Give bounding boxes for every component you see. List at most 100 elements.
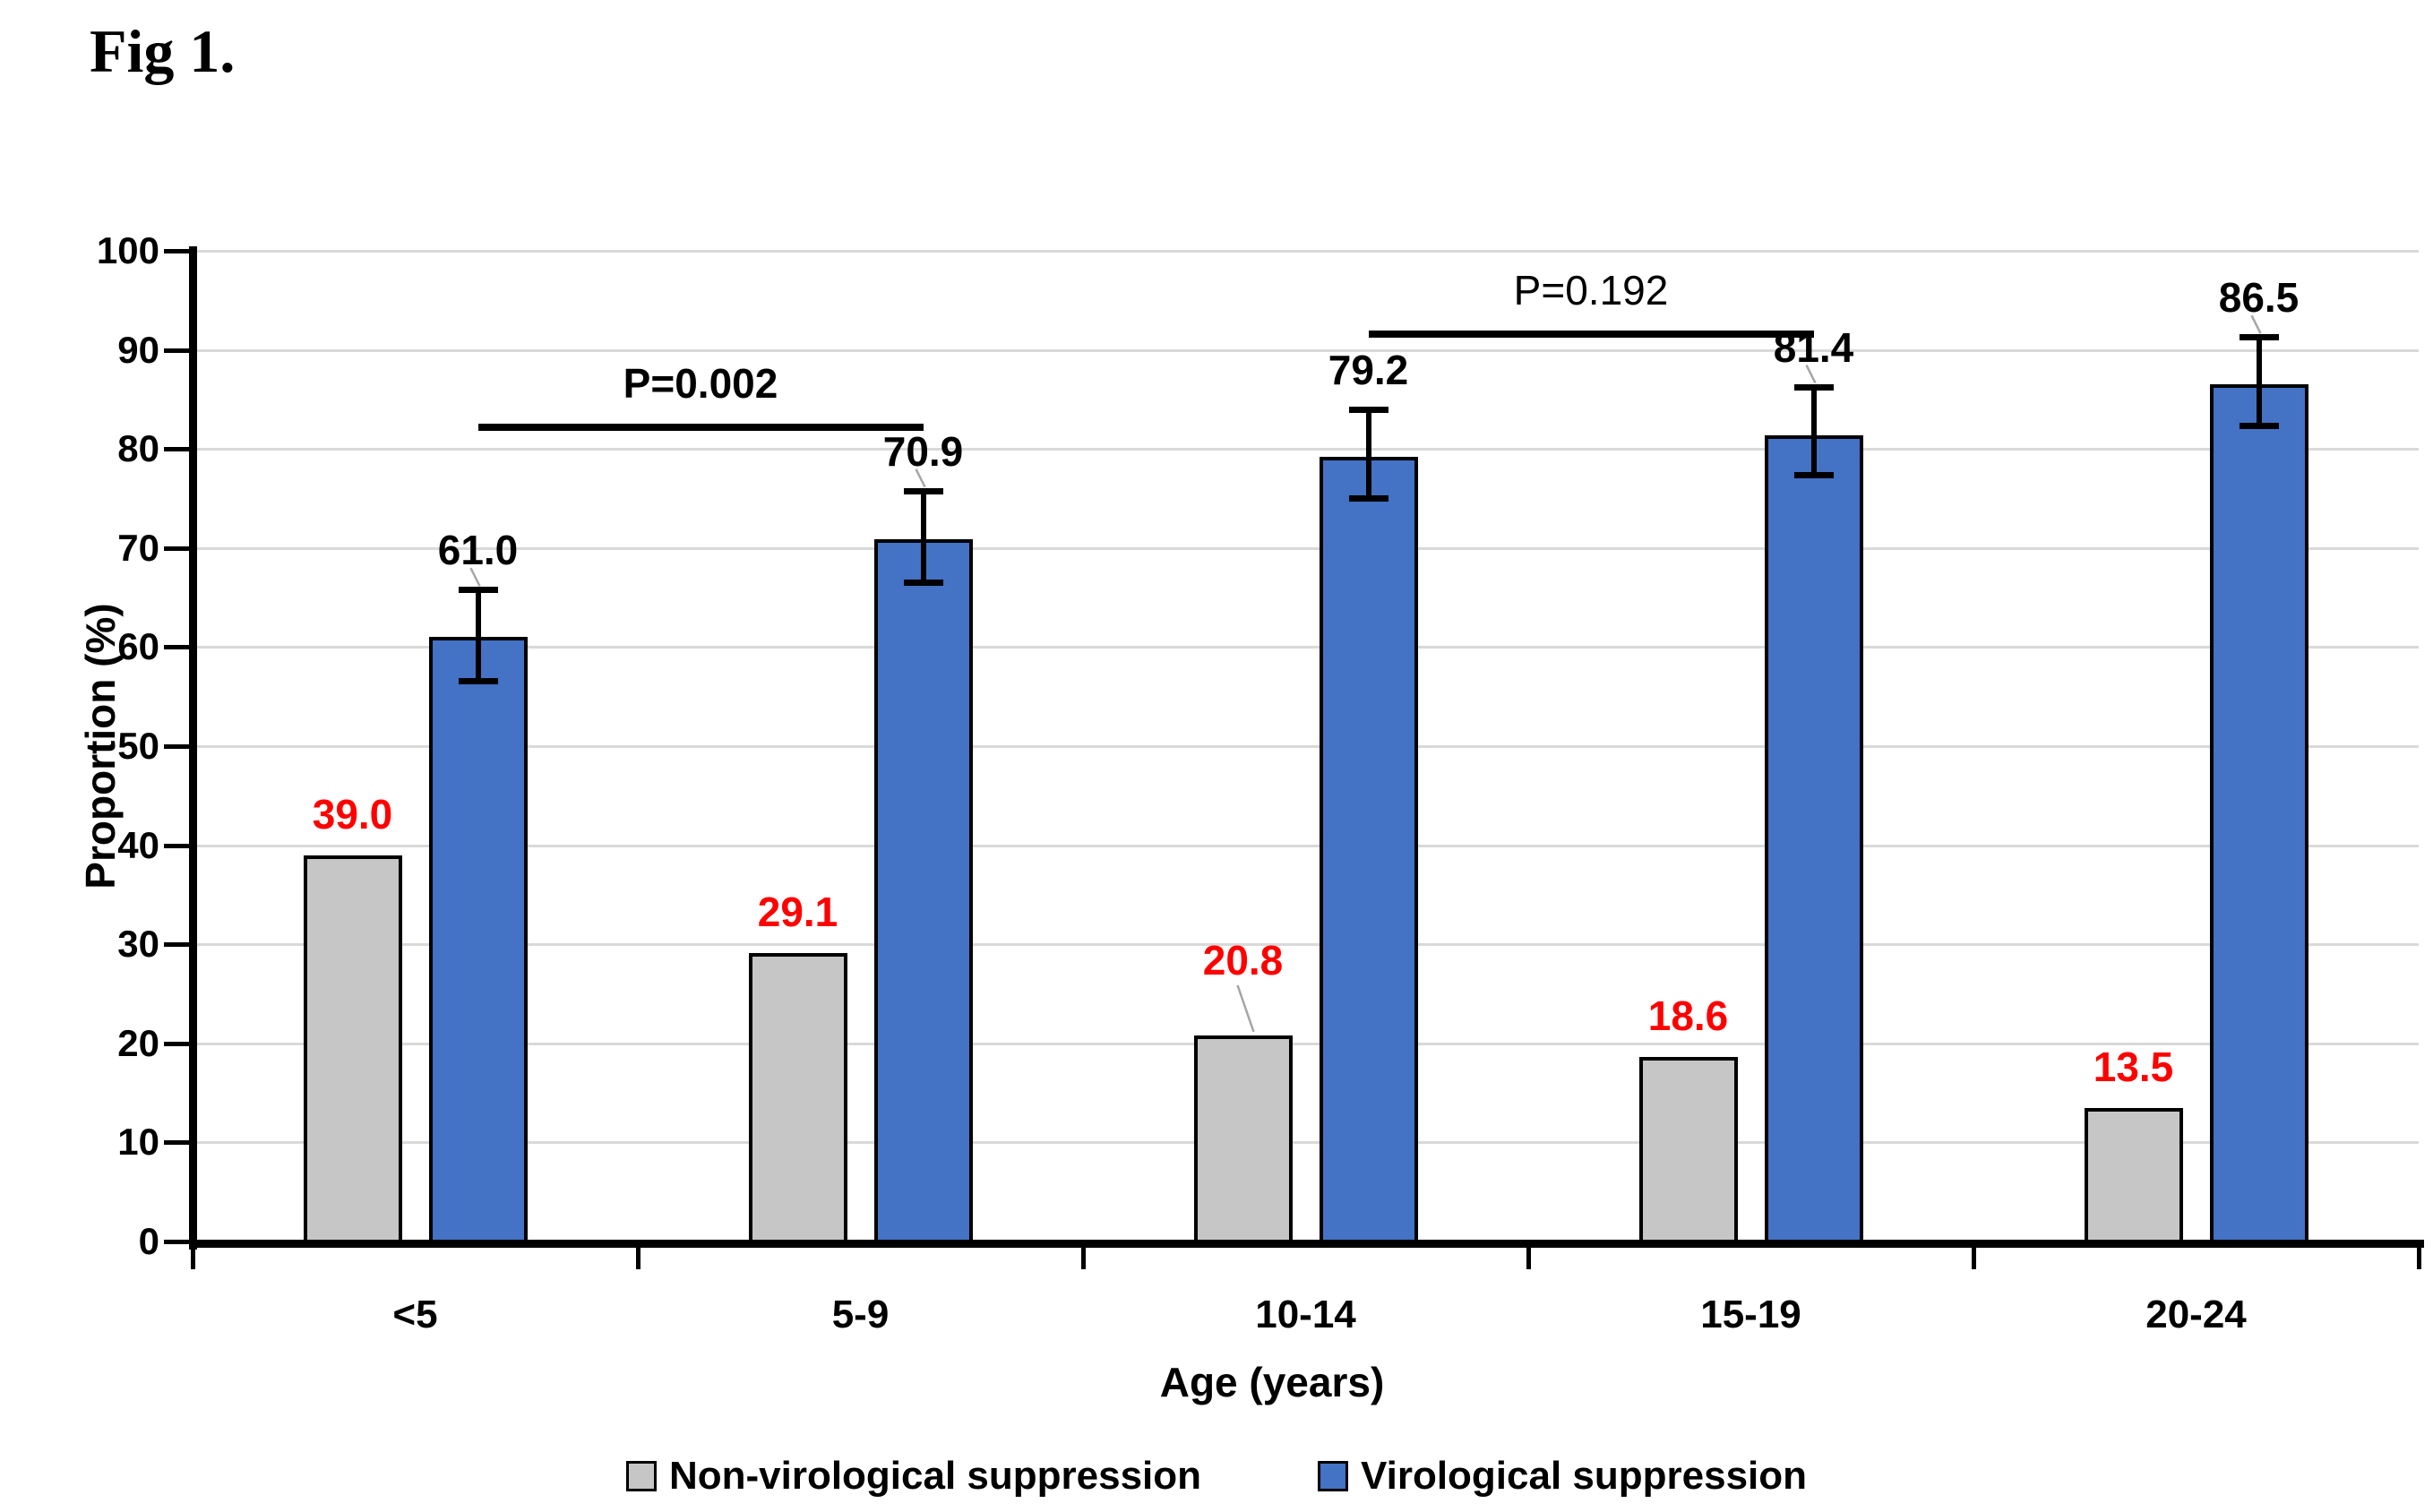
bar-blue-5-9 bbox=[873, 538, 973, 1245]
legend-item-non-virological-suppression: Non-virological suppression bbox=[625, 1453, 1202, 1499]
x-axis-title: Age (years) bbox=[1159, 1359, 1385, 1405]
x-axis-tick bbox=[191, 1246, 195, 1269]
error-bar-cap-top bbox=[1348, 406, 1388, 413]
x-axis-category-label: 5-9 bbox=[831, 1293, 890, 1336]
error-bar-cap-bottom bbox=[458, 678, 498, 685]
bar-blue-10-14 bbox=[1319, 457, 1418, 1245]
x-axis-tick bbox=[1526, 1246, 1531, 1269]
y-axis-tick-label: 100 bbox=[96, 229, 159, 271]
y-axis-tick bbox=[164, 1140, 189, 1146]
y-axis-tick bbox=[164, 249, 189, 253]
value-label: 86.5 bbox=[2218, 274, 2300, 322]
legend-swatch-gray-icon bbox=[625, 1461, 657, 1491]
y-axis-tick-label: 40 bbox=[117, 823, 159, 866]
y-axis-tick bbox=[164, 447, 189, 452]
value-label: 20.8 bbox=[1202, 936, 1284, 984]
error-bar-cap-top bbox=[2239, 334, 2279, 341]
value-label: 18.6 bbox=[1647, 992, 1729, 1040]
x-axis-tick bbox=[636, 1246, 640, 1269]
p-value-label: P=0.192 bbox=[1513, 267, 1669, 314]
error-bar-cap-bottom bbox=[1793, 472, 1834, 479]
x-axis-tick bbox=[1972, 1246, 1976, 1269]
x-axis-category-label: 10-14 bbox=[1255, 1293, 1356, 1336]
y-axis-tick bbox=[164, 744, 189, 749]
y-axis-tick bbox=[164, 942, 189, 948]
value-label: 70.9 bbox=[882, 427, 964, 475]
legend: Non-virological suppression Virological … bbox=[0, 1453, 2433, 1499]
legend-label-non-virological: Non-virological suppression bbox=[668, 1454, 1202, 1498]
error-bar-whisker bbox=[1810, 386, 1817, 477]
gridline bbox=[196, 745, 2419, 748]
legend-item-virological-suppression: Virological suppression bbox=[1318, 1453, 1807, 1499]
value-label: 39.0 bbox=[312, 790, 393, 838]
value-label: 79.2 bbox=[1328, 346, 1409, 393]
y-axis-title: Proportion (%) bbox=[77, 603, 124, 889]
error-bar-cap-top bbox=[903, 487, 943, 494]
error-bar-cap-top bbox=[458, 587, 498, 594]
x-axis-category-label: <5 bbox=[392, 1293, 438, 1336]
p-value-bracket-line bbox=[477, 423, 924, 431]
y-axis-tick-label: 50 bbox=[117, 725, 159, 767]
bar-gray-15-19 bbox=[1638, 1057, 1738, 1245]
legend-label-virological: Virological suppression bbox=[1361, 1454, 1808, 1498]
y-axis-tick-label: 30 bbox=[117, 923, 159, 966]
legend-swatch-blue-icon bbox=[1318, 1461, 1349, 1491]
error-bar-whisker bbox=[920, 490, 926, 583]
error-bar-cap-top bbox=[1793, 383, 1834, 391]
y-axis-tick bbox=[164, 546, 189, 551]
y-axis-tick-label: 60 bbox=[117, 625, 159, 668]
y-axis-tick-label: 90 bbox=[117, 328, 159, 371]
x-axis-line bbox=[189, 1240, 2424, 1248]
value-label: 13.5 bbox=[2093, 1043, 2174, 1090]
error-bar-cap-bottom bbox=[1348, 494, 1388, 502]
y-axis-tick bbox=[164, 1240, 189, 1244]
gridline bbox=[196, 1141, 2419, 1145]
bar-blue-15-19 bbox=[1764, 434, 1863, 1245]
y-axis-tick-label: 20 bbox=[117, 1021, 159, 1064]
bar-gray-<5 bbox=[303, 855, 402, 1245]
gridline bbox=[196, 546, 2419, 550]
gridline bbox=[196, 448, 2419, 451]
y-axis-tick bbox=[164, 843, 189, 848]
bar-gray-20-24 bbox=[2084, 1107, 2183, 1245]
error-bar-whisker bbox=[1365, 408, 1371, 499]
leader-line bbox=[1805, 364, 1817, 384]
leader-line bbox=[915, 468, 926, 488]
y-axis-tick bbox=[164, 1041, 189, 1046]
gridline bbox=[196, 250, 2419, 253]
gridline bbox=[196, 1042, 2419, 1045]
x-axis-category-label: 20-24 bbox=[2145, 1293, 2247, 1336]
error-bar-cap-bottom bbox=[2239, 422, 2279, 429]
error-bar-cap-bottom bbox=[903, 579, 943, 586]
y-axis-tick-label: 70 bbox=[117, 526, 159, 569]
gridline bbox=[196, 646, 2419, 649]
error-bar-whisker bbox=[475, 589, 481, 683]
bar-blue-<5 bbox=[428, 637, 528, 1245]
figure-caption: Fig 1. bbox=[90, 17, 236, 85]
y-axis-tick-label: 80 bbox=[117, 427, 159, 470]
x-axis-tick bbox=[2417, 1246, 2421, 1269]
value-label: 29.1 bbox=[757, 889, 838, 936]
bar-gray-10-14 bbox=[1193, 1035, 1293, 1245]
gridline bbox=[196, 943, 2419, 947]
error-bar-whisker bbox=[2256, 337, 2262, 426]
y-axis-tick-label: 10 bbox=[117, 1121, 159, 1164]
leader-line bbox=[1236, 984, 1255, 1033]
gridline bbox=[196, 348, 2419, 352]
y-axis-tick bbox=[164, 348, 189, 353]
x-axis-category-label: 15-19 bbox=[1700, 1293, 1801, 1336]
leader-line bbox=[469, 567, 481, 587]
x-axis-tick bbox=[1081, 1246, 1086, 1269]
y-axis-tick-label: 0 bbox=[138, 1220, 159, 1262]
y-axis-tick bbox=[164, 645, 189, 650]
leader-line bbox=[2250, 314, 2262, 334]
value-label: 61.0 bbox=[437, 527, 519, 574]
bar-gray-5-9 bbox=[748, 953, 847, 1245]
p-value-bracket-line bbox=[1368, 330, 1814, 338]
gridline bbox=[196, 844, 2419, 847]
p-value-label: P=0.002 bbox=[623, 360, 778, 408]
y-axis-line bbox=[189, 246, 197, 1250]
